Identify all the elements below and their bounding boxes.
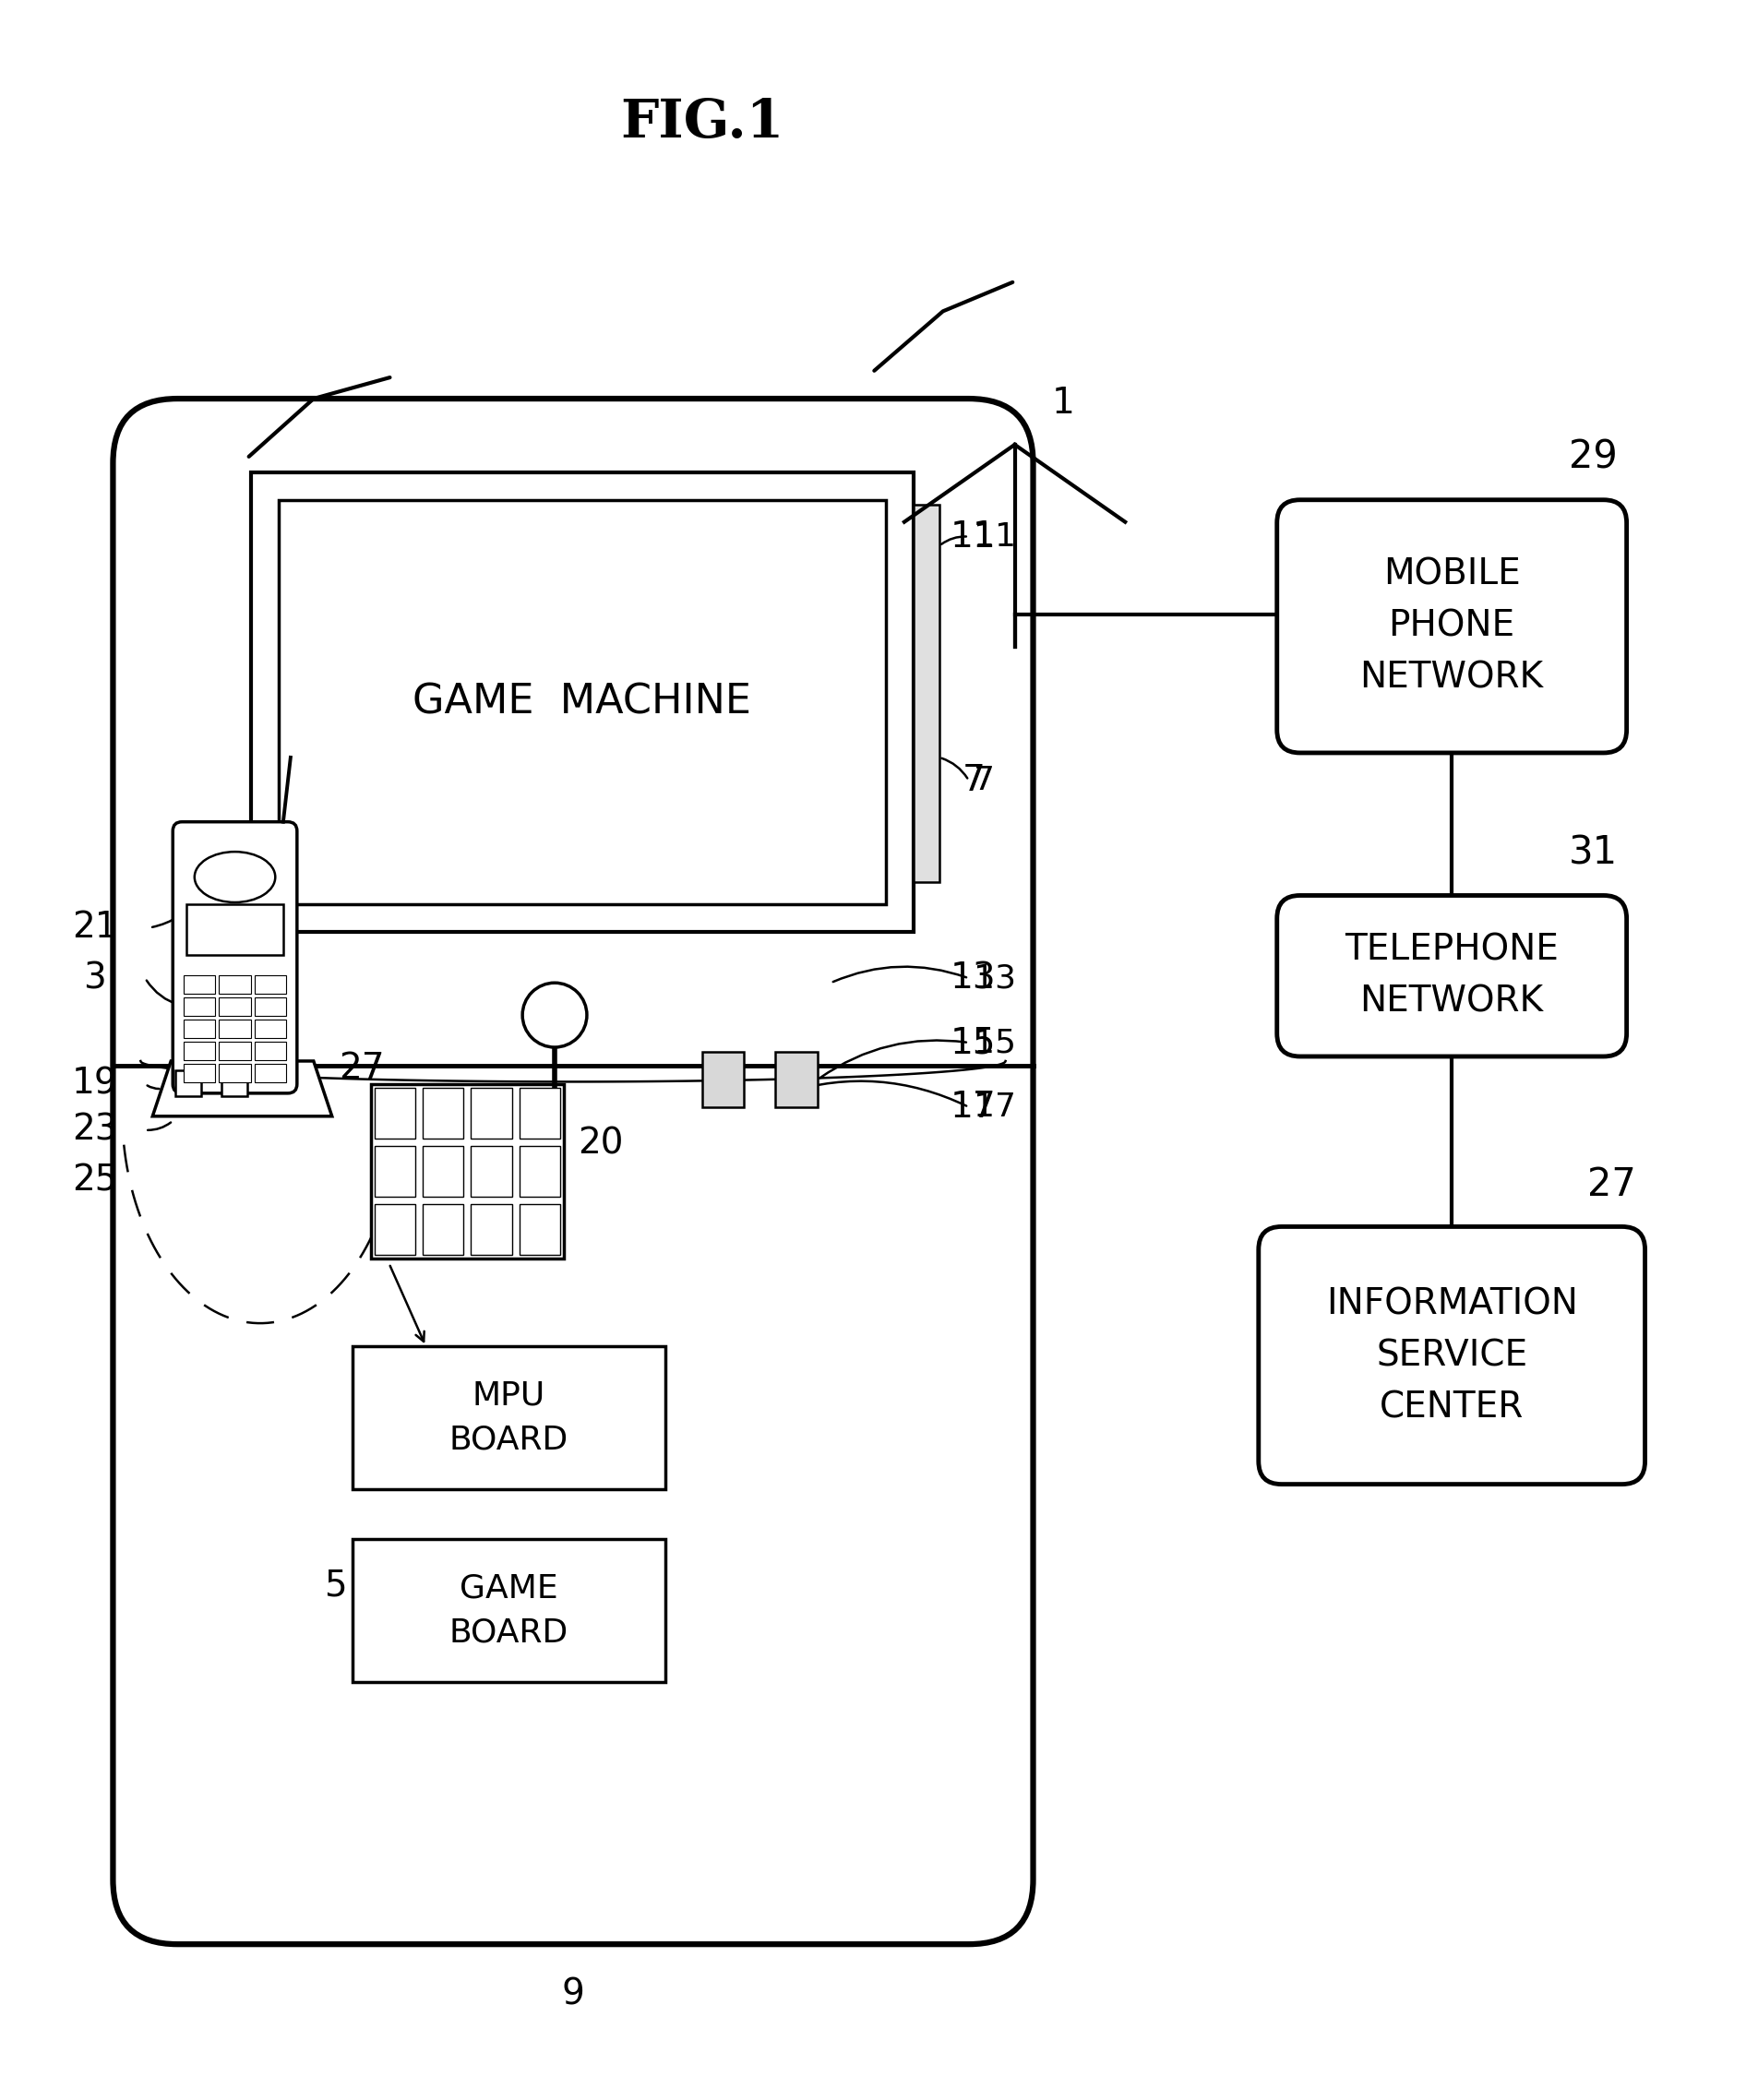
Bar xyxy=(220,1065,251,1082)
Text: 11: 11 xyxy=(972,521,1014,552)
Bar xyxy=(701,1052,744,1107)
Bar xyxy=(251,472,912,932)
Bar xyxy=(374,1088,415,1138)
Text: 13: 13 xyxy=(972,962,1014,993)
Text: 27: 27 xyxy=(1586,1166,1635,1203)
Bar xyxy=(519,1203,559,1256)
Text: 31: 31 xyxy=(1568,834,1617,872)
Bar xyxy=(176,1071,200,1096)
Text: 25: 25 xyxy=(72,1163,118,1199)
FancyBboxPatch shape xyxy=(1276,895,1626,1056)
Bar xyxy=(255,977,287,993)
Bar xyxy=(471,1203,512,1256)
Text: GAME
BOARD: GAME BOARD xyxy=(448,1573,568,1648)
Text: FIG.1: FIG.1 xyxy=(621,97,784,149)
Text: 15: 15 xyxy=(972,1027,1014,1058)
Text: 20: 20 xyxy=(578,1126,622,1161)
Text: 15: 15 xyxy=(949,1025,995,1060)
Text: 21: 21 xyxy=(72,909,118,945)
Bar xyxy=(255,997,287,1016)
Bar xyxy=(371,1084,564,1258)
Bar xyxy=(471,1147,512,1197)
FancyBboxPatch shape xyxy=(172,821,297,1094)
Text: 23: 23 xyxy=(72,1113,118,1147)
Bar xyxy=(519,1088,559,1138)
Text: 11: 11 xyxy=(949,519,995,554)
Text: MPU
BOARD: MPU BOARD xyxy=(448,1380,568,1455)
Text: TELEPHONE
NETWORK: TELEPHONE NETWORK xyxy=(1345,932,1558,1018)
Text: 17: 17 xyxy=(949,1090,995,1126)
Text: 19: 19 xyxy=(72,1067,118,1102)
Bar xyxy=(255,1065,287,1082)
Bar xyxy=(775,1052,817,1107)
Bar xyxy=(278,500,886,905)
Bar xyxy=(220,1042,251,1060)
FancyBboxPatch shape xyxy=(1259,1226,1644,1485)
Bar xyxy=(185,977,214,993)
Circle shape xyxy=(522,983,587,1048)
Bar xyxy=(422,1203,464,1256)
Bar xyxy=(352,1539,665,1682)
Bar xyxy=(422,1147,464,1197)
Bar xyxy=(185,1042,214,1060)
Text: 27: 27 xyxy=(338,1050,383,1086)
Text: 5: 5 xyxy=(323,1569,346,1602)
Text: 9: 9 xyxy=(561,1976,584,2012)
Text: INFORMATION
SERVICE
CENTER: INFORMATION SERVICE CENTER xyxy=(1326,1285,1577,1424)
Bar xyxy=(220,1021,251,1037)
Bar xyxy=(422,1088,464,1138)
Polygon shape xyxy=(153,1060,332,1117)
Bar xyxy=(255,1042,287,1060)
FancyBboxPatch shape xyxy=(1276,500,1626,752)
Text: 3: 3 xyxy=(83,960,105,995)
Bar xyxy=(220,997,251,1016)
Bar xyxy=(912,504,939,882)
Bar xyxy=(222,1071,248,1096)
Text: 7: 7 xyxy=(972,764,993,796)
Text: GAME  MACHINE: GAME MACHINE xyxy=(413,682,751,722)
Bar xyxy=(374,1147,415,1197)
Bar xyxy=(352,1346,665,1489)
Bar xyxy=(185,1021,214,1037)
Bar xyxy=(255,1021,287,1037)
Bar xyxy=(185,997,214,1016)
Text: MOBILE
PHONE
NETWORK: MOBILE PHONE NETWORK xyxy=(1359,556,1544,695)
FancyBboxPatch shape xyxy=(113,399,1032,1945)
Ellipse shape xyxy=(195,853,274,903)
Text: 1: 1 xyxy=(1051,386,1074,420)
Bar xyxy=(519,1147,559,1197)
Bar xyxy=(185,1065,214,1082)
Bar xyxy=(186,905,283,956)
Bar xyxy=(374,1203,415,1256)
Bar xyxy=(471,1088,512,1138)
Text: 29: 29 xyxy=(1568,439,1617,477)
Bar xyxy=(220,977,251,993)
Text: 17: 17 xyxy=(972,1092,1014,1124)
Text: 7: 7 xyxy=(962,762,984,798)
Text: 13: 13 xyxy=(949,960,995,995)
